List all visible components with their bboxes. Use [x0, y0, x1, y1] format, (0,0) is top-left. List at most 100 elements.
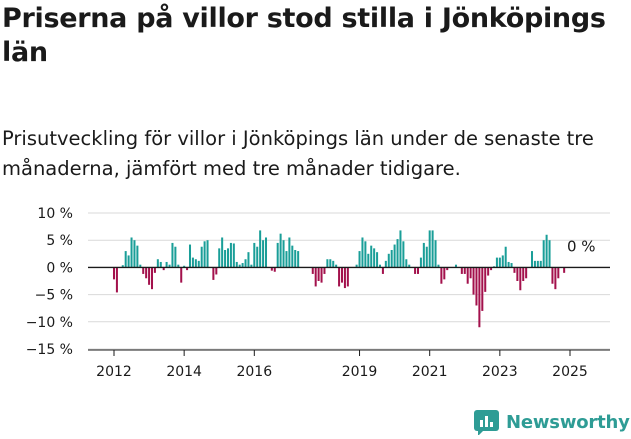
- bar: [475, 267, 478, 306]
- bar: [226, 248, 230, 268]
- x-tick-label: 2012: [96, 364, 132, 380]
- bar: [259, 230, 262, 268]
- bar: [370, 245, 373, 268]
- bar: [276, 242, 279, 268]
- bar: [329, 259, 332, 268]
- bars: [112, 230, 566, 328]
- bar: [279, 233, 282, 268]
- y-tick-label: 0 %: [46, 260, 73, 276]
- bar: [218, 248, 221, 268]
- x-tick-label: 2016: [236, 364, 272, 380]
- brand-name: Newsworthy: [506, 411, 630, 433]
- y-tick-label: 5 %: [46, 233, 73, 249]
- bar: [188, 244, 192, 268]
- bar: [250, 264, 253, 268]
- bar: [390, 249, 393, 268]
- bar: [466, 267, 469, 284]
- bar: [376, 252, 379, 268]
- bar: [174, 246, 177, 268]
- bar: [533, 260, 536, 268]
- bar: [408, 264, 411, 268]
- bar: [282, 240, 285, 268]
- bar: [262, 240, 265, 268]
- bar: [194, 259, 197, 268]
- bar: [343, 267, 346, 289]
- last-value-label: 0 %: [567, 237, 596, 255]
- newsworthy-logo: Newsworthy: [474, 407, 630, 437]
- x-axis: 2012 2014 2016 2019 2021 2023 2025: [88, 349, 610, 380]
- chart-title: Priserna på villor stod stilla i Jönköpi…: [2, 3, 606, 68]
- bar: [127, 255, 130, 268]
- bar: [294, 249, 297, 268]
- bar: [340, 267, 344, 283]
- bar: [443, 267, 446, 280]
- bar: [355, 264, 358, 268]
- bar: [320, 267, 323, 283]
- bar: [115, 267, 118, 293]
- bar: [346, 267, 349, 287]
- bar: [229, 242, 232, 268]
- bar: [206, 240, 209, 268]
- bar: [519, 267, 522, 291]
- bar: [504, 246, 507, 268]
- newsworthy-logo-icon: [474, 409, 499, 435]
- bar: [422, 242, 425, 268]
- x-tick-label: 2021: [412, 364, 448, 380]
- bar: [405, 259, 408, 268]
- x-tick-label: 2025: [552, 364, 588, 380]
- bar: [244, 259, 247, 268]
- bar: [487, 267, 490, 276]
- bar: [139, 264, 142, 268]
- bar: [522, 267, 525, 281]
- grid-lines: [88, 212, 610, 350]
- bar: [428, 230, 431, 268]
- bar: [393, 244, 396, 268]
- bar: [425, 246, 428, 268]
- bar: [159, 261, 162, 268]
- bar: [162, 267, 165, 271]
- bar: [431, 230, 434, 268]
- bar: [399, 230, 402, 268]
- bar: [180, 267, 183, 283]
- bar: [525, 267, 528, 279]
- bar: [416, 267, 420, 274]
- bar: [378, 264, 382, 268]
- bar: [358, 251, 361, 268]
- chart-subtitle: Prisutveckling för villor i Jönköpings l…: [2, 127, 594, 180]
- bar: [121, 265, 124, 268]
- bar: [387, 253, 390, 268]
- bar: [516, 267, 519, 281]
- y-tick-label: 10 %: [37, 206, 73, 222]
- bar: [498, 257, 501, 268]
- bar: [536, 260, 539, 268]
- bar: [332, 260, 335, 268]
- bar: [490, 267, 493, 271]
- bar: [191, 257, 194, 268]
- bar: [446, 267, 449, 271]
- x-tick-label: 2023: [482, 364, 518, 380]
- bar: [481, 267, 484, 311]
- bar: [548, 240, 551, 268]
- bar: [297, 251, 300, 268]
- bar: [291, 245, 294, 268]
- bar: [150, 267, 154, 290]
- bar: [437, 264, 440, 268]
- x-tick-label: 2014: [166, 364, 202, 380]
- bar: [557, 267, 560, 279]
- bar: [419, 257, 422, 268]
- bar: [554, 267, 557, 290]
- bar: [361, 237, 364, 268]
- bar: [510, 263, 513, 268]
- bar: [460, 267, 463, 274]
- bar: [168, 264, 171, 268]
- bar: [563, 267, 566, 273]
- bar: [186, 267, 189, 271]
- y-tick-label: −10 %: [26, 315, 73, 331]
- bar: [434, 240, 437, 268]
- bar: [381, 267, 384, 274]
- bar: [469, 267, 472, 279]
- bar: [156, 259, 159, 268]
- bar-chart: 10 %5 %0 %−5 %−10 %−15 % 2012 2014 2016 201…: [26, 206, 610, 380]
- bar: [323, 267, 326, 274]
- bar: [253, 242, 256, 268]
